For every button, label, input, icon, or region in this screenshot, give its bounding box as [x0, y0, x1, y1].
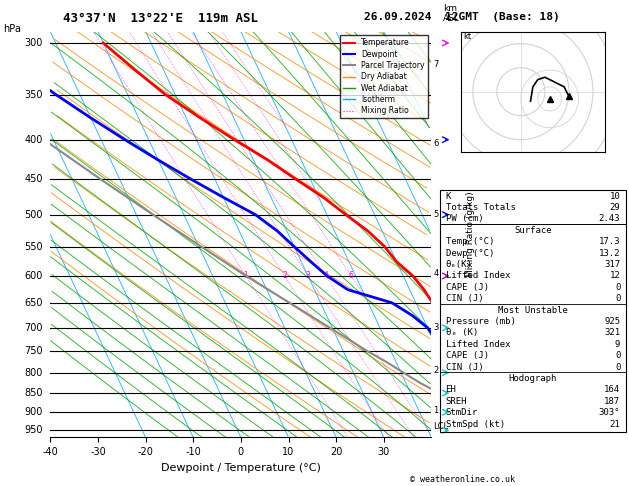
Text: 4: 4 — [323, 272, 328, 280]
Text: StmSpd (kt): StmSpd (kt) — [445, 420, 504, 429]
Text: 29: 29 — [610, 203, 620, 212]
Text: CIN (J): CIN (J) — [445, 294, 483, 303]
Text: 164: 164 — [604, 385, 620, 395]
Text: Lifted Index: Lifted Index — [445, 340, 510, 349]
Text: 3: 3 — [433, 323, 438, 332]
Text: 300: 300 — [25, 38, 43, 48]
Text: StmDir: StmDir — [445, 408, 478, 417]
Text: 9: 9 — [615, 340, 620, 349]
Text: 6: 6 — [433, 139, 438, 148]
Legend: Temperature, Dewpoint, Parcel Trajectory, Dry Adiabat, Wet Adiabat, Isotherm, Mi: Temperature, Dewpoint, Parcel Trajectory… — [340, 35, 428, 118]
Text: PW (cm): PW (cm) — [445, 214, 483, 224]
Text: 317: 317 — [604, 260, 620, 269]
Text: 600: 600 — [25, 271, 43, 281]
Text: K: K — [445, 191, 451, 201]
Text: 950: 950 — [24, 425, 43, 435]
X-axis label: Dewpoint / Temperature (°C): Dewpoint / Temperature (°C) — [161, 463, 321, 473]
Text: Most Unstable: Most Unstable — [498, 306, 568, 314]
Text: 5: 5 — [433, 210, 438, 219]
Text: CAPE (J): CAPE (J) — [445, 283, 489, 292]
Text: 303°: 303° — [599, 408, 620, 417]
Text: 400: 400 — [25, 135, 43, 145]
Text: 4: 4 — [433, 269, 438, 278]
Text: hPa: hPa — [3, 24, 21, 35]
Text: 17.3: 17.3 — [599, 237, 620, 246]
Text: Hodograph: Hodograph — [509, 374, 557, 383]
Text: CAPE (J): CAPE (J) — [445, 351, 489, 360]
Text: 700: 700 — [24, 323, 43, 333]
Text: 26.09.2024  12GMT  (Base: 18): 26.09.2024 12GMT (Base: 18) — [364, 12, 560, 22]
Text: 7: 7 — [433, 60, 438, 69]
Text: 2: 2 — [282, 272, 287, 280]
Text: θₑ (K): θₑ (K) — [445, 329, 478, 337]
Text: 3: 3 — [306, 272, 311, 280]
Text: 0: 0 — [615, 294, 620, 303]
Text: 6: 6 — [349, 272, 354, 280]
Text: 1: 1 — [243, 272, 248, 280]
Text: 550: 550 — [24, 242, 43, 252]
Text: 2.43: 2.43 — [599, 214, 620, 224]
Text: Surface: Surface — [514, 226, 552, 235]
Text: 650: 650 — [24, 298, 43, 308]
Text: 850: 850 — [24, 388, 43, 398]
Text: 1: 1 — [433, 406, 438, 415]
Text: 21: 21 — [610, 420, 620, 429]
Text: 0: 0 — [615, 363, 620, 372]
Text: SREH: SREH — [445, 397, 467, 406]
Text: © weatheronline.co.uk: © weatheronline.co.uk — [410, 474, 515, 484]
Text: LCL: LCL — [433, 422, 448, 432]
Text: kt: kt — [463, 32, 471, 41]
Text: Totals Totals: Totals Totals — [445, 203, 515, 212]
Text: 2: 2 — [433, 366, 438, 375]
Text: 800: 800 — [25, 367, 43, 378]
Text: 750: 750 — [24, 346, 43, 356]
Text: 900: 900 — [25, 407, 43, 417]
Text: 12: 12 — [610, 271, 620, 280]
Text: Dewp (°C): Dewp (°C) — [445, 248, 494, 258]
Text: Pressure (mb): Pressure (mb) — [445, 317, 515, 326]
Text: 0: 0 — [615, 351, 620, 360]
Text: 187: 187 — [604, 397, 620, 406]
Text: km
ASL: km ASL — [443, 4, 460, 23]
Text: 321: 321 — [604, 329, 620, 337]
Text: 10: 10 — [610, 191, 620, 201]
Text: 13.2: 13.2 — [599, 248, 620, 258]
Text: Mixing Ratio (g/kg): Mixing Ratio (g/kg) — [465, 191, 475, 278]
Text: 43°37'N  13°22'E  119m ASL: 43°37'N 13°22'E 119m ASL — [63, 12, 258, 25]
Text: 350: 350 — [24, 90, 43, 100]
Text: 0: 0 — [615, 283, 620, 292]
Text: Lifted Index: Lifted Index — [445, 271, 510, 280]
Text: 450: 450 — [24, 174, 43, 184]
Text: 500: 500 — [24, 209, 43, 220]
Text: θₑ(K): θₑ(K) — [445, 260, 472, 269]
Text: CIN (J): CIN (J) — [445, 363, 483, 372]
Text: EH: EH — [445, 385, 456, 395]
Text: 925: 925 — [604, 317, 620, 326]
Text: Temp (°C): Temp (°C) — [445, 237, 494, 246]
